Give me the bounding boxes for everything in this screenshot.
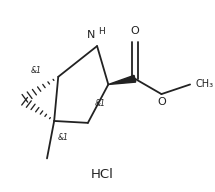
Text: O: O — [131, 26, 139, 36]
Text: H: H — [98, 27, 105, 36]
Text: N: N — [87, 30, 96, 40]
Polygon shape — [108, 75, 136, 84]
Text: CH₃: CH₃ — [195, 79, 213, 89]
Text: O: O — [157, 97, 166, 107]
Text: &1: &1 — [95, 99, 106, 108]
Text: &1: &1 — [30, 66, 41, 74]
Text: &1: &1 — [58, 133, 69, 142]
Text: HCl: HCl — [91, 168, 114, 181]
